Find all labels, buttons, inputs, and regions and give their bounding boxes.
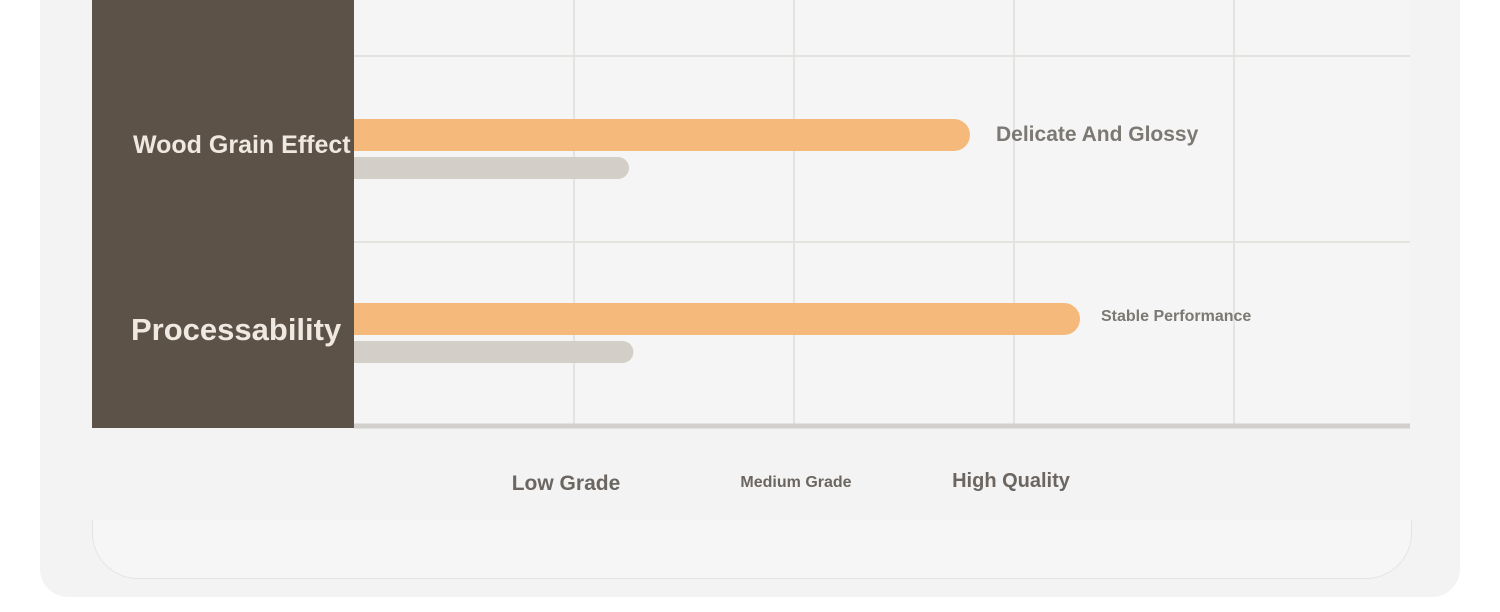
bar-note-delicate-and-glossy: Delicate And Glossy <box>996 123 1199 146</box>
bar-series0-processability <box>338 303 1080 335</box>
x-tick-high-quality: High Quality <box>952 470 1070 492</box>
category-label-processability: Processability <box>131 312 342 347</box>
category-label-wood-grain-effect: Wood Grain Effect <box>133 131 351 159</box>
bars <box>338 119 1080 363</box>
bar-note-stable-performance: Stable Performance <box>1101 308 1252 325</box>
bar-series1-processability <box>343 341 634 363</box>
bar-series1-wood-grain-effect <box>343 157 629 179</box>
bar-series0-wood-grain-effect <box>338 119 970 151</box>
x-tick-low-grade: Low Grade <box>511 472 621 495</box>
gridlines <box>354 0 1410 426</box>
x-tick-medium-grade: Medium Grade <box>740 474 852 491</box>
chart-footer-frame <box>92 520 1412 579</box>
category-label-panel <box>92 0 354 428</box>
